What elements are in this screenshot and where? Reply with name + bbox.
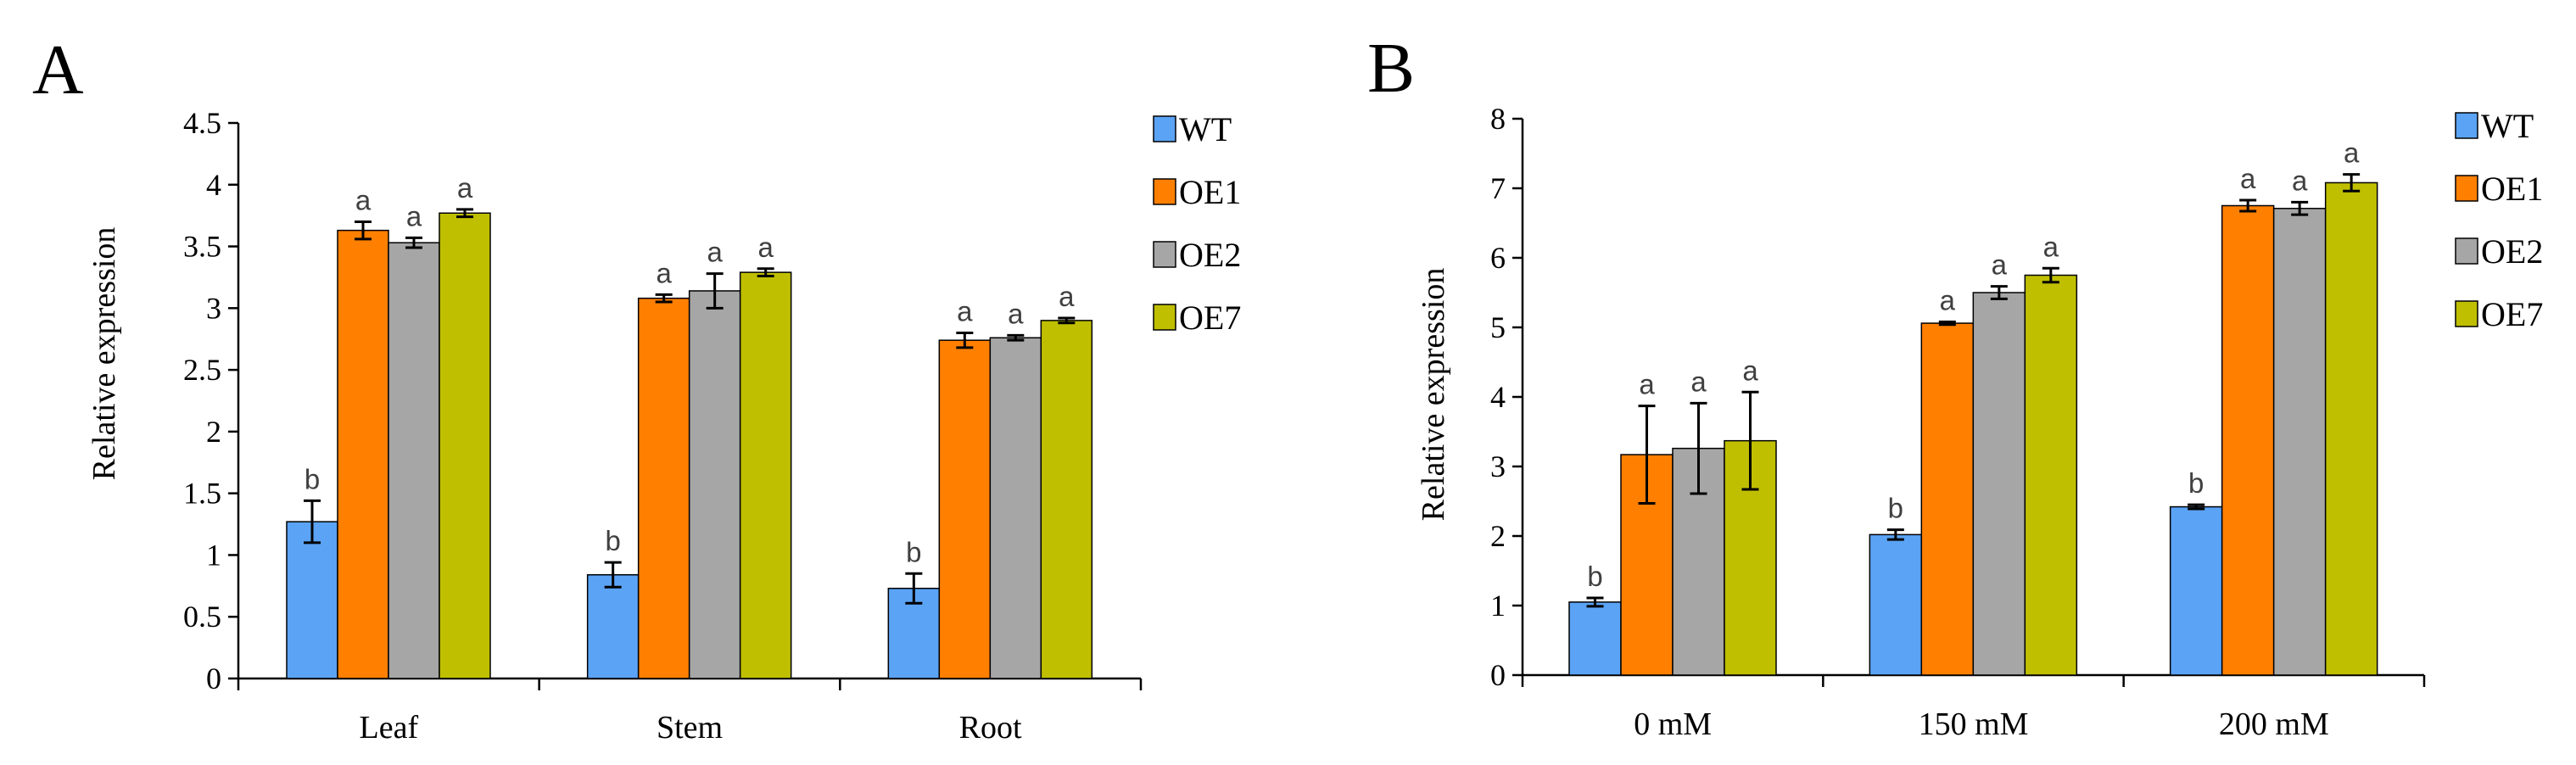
x-category-label: 0 mM xyxy=(1634,706,1712,742)
y-tick-label: 1 xyxy=(1490,589,1506,623)
x-category-label: Leaf xyxy=(360,710,419,745)
x-category-label: Root xyxy=(959,710,1022,745)
significance-label: a xyxy=(1008,298,1024,329)
x-category-label: 150 mM xyxy=(1919,706,2029,742)
legend-label: OE7 xyxy=(2481,295,2543,333)
legend-swatch-oe1 xyxy=(2455,175,2478,202)
significance-label: a xyxy=(957,295,973,327)
bar-oe2 xyxy=(388,242,440,679)
significance-label: b xyxy=(906,536,921,567)
significance-label: a xyxy=(2240,163,2256,194)
significance-label: a xyxy=(355,184,372,215)
legend-label: WT xyxy=(2481,107,2534,145)
bar-oe1 xyxy=(1920,322,1975,676)
bar-wt xyxy=(1869,533,1923,676)
significance-label: a xyxy=(1639,369,1655,400)
y-tick-label: 0 xyxy=(1490,658,1506,692)
bar-oe1 xyxy=(337,229,389,679)
significance-label: b xyxy=(1888,493,1903,524)
significance-label: b xyxy=(2188,467,2204,499)
y-tick-label: 2.5 xyxy=(183,353,221,387)
significance-label: b xyxy=(305,463,320,494)
y-tick-label: 4.5 xyxy=(183,106,221,140)
significance-label: a xyxy=(707,237,723,268)
significance-label: a xyxy=(2292,165,2308,196)
legend-label: OE1 xyxy=(1179,173,1241,211)
legend-swatch-oe2 xyxy=(1153,241,1176,268)
bar-oe2 xyxy=(688,290,741,679)
y-tick-label: 0 xyxy=(206,662,221,695)
significance-label: a xyxy=(1059,281,1075,312)
bar-oe2 xyxy=(989,337,1042,679)
significance-label: b xyxy=(605,525,620,556)
bar-oe1 xyxy=(938,339,992,679)
y-tick-label: 3 xyxy=(1490,450,1506,483)
x-category-label: 200 mM xyxy=(2219,706,2329,742)
y-tick-label: 1.5 xyxy=(183,477,221,511)
x-category-label: Stem xyxy=(657,710,723,745)
y-tick-label: 1 xyxy=(206,538,221,572)
significance-label: a xyxy=(457,172,473,204)
bar-oe7 xyxy=(439,212,491,679)
significance-label: a xyxy=(757,232,774,263)
y-tick-label: 2 xyxy=(206,415,221,449)
legend-label: WT xyxy=(1179,110,1232,148)
bar-oe2 xyxy=(1972,292,2026,676)
y-tick-label: 8 xyxy=(1490,102,1506,136)
bar-oe7 xyxy=(1040,320,1093,679)
legend-swatch-oe7 xyxy=(2455,300,2478,327)
chart-panel-A: A 0 0.5 1 1.5 2 2.5 3 3.5 4 4.5 Relative expression… xyxy=(32,31,1241,745)
panel-letter: A xyxy=(32,31,84,109)
legend-label: OE7 xyxy=(1179,299,1241,337)
panel-letter: B xyxy=(1367,29,1415,108)
y-tick-label: 7 xyxy=(1490,171,1506,205)
legend-label: OE2 xyxy=(1179,236,1241,274)
y-axis-label: Relative expression xyxy=(87,227,122,481)
bar-wt xyxy=(586,573,640,679)
legend-swatch-wt xyxy=(1153,115,1176,142)
y-tick-label: 3 xyxy=(206,291,221,325)
legend-swatch-oe2 xyxy=(2455,237,2478,265)
legend-label: OE1 xyxy=(2481,170,2543,208)
y-axis-label: Relative expression xyxy=(1416,268,1451,522)
bar-oe2 xyxy=(2272,208,2327,676)
significance-label: a xyxy=(1690,366,1707,397)
bar-wt xyxy=(1568,601,1622,676)
y-tick-label: 4 xyxy=(206,168,221,202)
y-tick-label: 6 xyxy=(1490,241,1506,275)
bar-wt xyxy=(286,521,338,679)
bar-oe7 xyxy=(2324,181,2378,676)
legend-swatch-oe1 xyxy=(1153,178,1176,205)
legend-swatch-oe7 xyxy=(1153,304,1176,331)
significance-label: a xyxy=(656,257,672,288)
legend-swatch-wt xyxy=(2455,112,2478,139)
significance-label: b xyxy=(1587,561,1602,592)
y-tick-label: 2 xyxy=(1490,519,1506,553)
y-tick-label: 0.5 xyxy=(183,600,221,634)
bar-wt xyxy=(2169,505,2223,676)
significance-label: a xyxy=(1742,355,1758,386)
bar-oe1 xyxy=(637,297,690,679)
y-tick-label: 4 xyxy=(1490,380,1506,414)
significance-label: a xyxy=(2043,231,2059,262)
bar-oe7 xyxy=(739,271,792,679)
bar-oe7 xyxy=(2024,274,2078,676)
chart-panel-B: B 0 1 2 3 4 5 6 7 8 Relative expression 0 mM 150 mM 2… xyxy=(1367,29,2543,742)
significance-label: a xyxy=(406,200,422,232)
bar-oe1 xyxy=(2221,204,2275,676)
significance-label: a xyxy=(2344,137,2360,169)
significance-label: a xyxy=(1992,249,2008,281)
legend-label: OE2 xyxy=(2481,232,2543,271)
y-tick-label: 5 xyxy=(1490,310,1506,344)
significance-label: a xyxy=(1940,284,1956,315)
y-tick-label: 3.5 xyxy=(183,230,221,264)
